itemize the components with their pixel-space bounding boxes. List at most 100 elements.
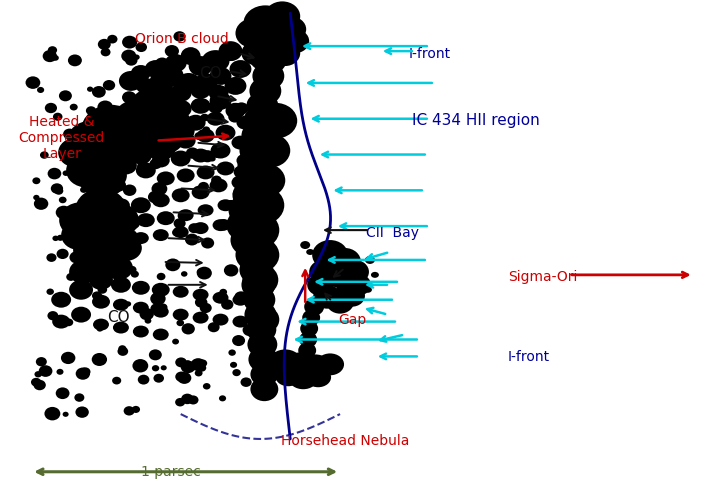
Ellipse shape [132,406,140,413]
Ellipse shape [248,346,278,372]
Ellipse shape [46,288,54,295]
Ellipse shape [210,113,224,124]
Ellipse shape [241,165,252,174]
Ellipse shape [134,112,141,118]
Ellipse shape [90,262,99,270]
Ellipse shape [178,209,193,221]
Ellipse shape [230,362,237,368]
Ellipse shape [113,120,149,150]
Ellipse shape [127,266,137,274]
Ellipse shape [225,103,245,118]
Ellipse shape [237,116,255,130]
Ellipse shape [118,345,127,352]
Ellipse shape [97,286,107,294]
Ellipse shape [193,312,208,324]
Ellipse shape [300,241,310,249]
Ellipse shape [110,178,126,192]
Ellipse shape [232,188,245,199]
Ellipse shape [237,237,279,273]
Ellipse shape [217,162,235,175]
Ellipse shape [243,6,287,41]
Ellipse shape [195,370,203,376]
Ellipse shape [172,188,190,202]
Ellipse shape [107,35,117,43]
Ellipse shape [165,45,179,57]
Ellipse shape [226,51,237,61]
Ellipse shape [208,322,220,332]
Ellipse shape [34,198,48,210]
Ellipse shape [157,172,175,185]
Ellipse shape [97,229,107,237]
Ellipse shape [250,134,290,168]
Ellipse shape [275,366,301,386]
Ellipse shape [188,56,213,76]
Ellipse shape [68,234,83,248]
Ellipse shape [36,357,47,366]
Ellipse shape [78,129,87,136]
Text: Orion B cloud: Orion B cloud [135,32,229,46]
Ellipse shape [170,84,192,102]
Ellipse shape [153,306,169,318]
Ellipse shape [122,36,137,49]
Ellipse shape [252,62,284,90]
Ellipse shape [235,102,249,115]
Ellipse shape [155,58,169,70]
Ellipse shape [98,220,134,250]
Ellipse shape [191,98,210,114]
Ellipse shape [247,244,260,254]
Ellipse shape [99,204,139,237]
Ellipse shape [92,292,102,300]
Ellipse shape [173,226,188,238]
Ellipse shape [130,231,137,236]
Ellipse shape [70,252,84,264]
Ellipse shape [74,217,118,253]
Ellipse shape [232,335,245,346]
Ellipse shape [239,66,250,76]
Ellipse shape [131,198,151,213]
Ellipse shape [197,268,205,276]
Ellipse shape [170,100,192,117]
Ellipse shape [89,270,113,290]
Ellipse shape [210,92,232,110]
Ellipse shape [245,164,285,198]
Ellipse shape [232,210,279,250]
Ellipse shape [171,150,191,166]
Ellipse shape [75,188,127,232]
Ellipse shape [245,300,277,328]
Ellipse shape [112,198,130,212]
Ellipse shape [133,96,141,102]
Ellipse shape [168,57,179,67]
Ellipse shape [133,326,149,338]
Ellipse shape [134,54,139,60]
Ellipse shape [150,74,162,85]
Text: I-front: I-front [409,46,451,60]
Ellipse shape [177,372,191,384]
Ellipse shape [253,103,297,138]
Ellipse shape [127,96,142,109]
Ellipse shape [113,298,129,310]
Ellipse shape [247,92,278,120]
Ellipse shape [173,286,188,298]
Ellipse shape [217,219,230,230]
Ellipse shape [80,186,87,193]
Ellipse shape [201,82,211,91]
Ellipse shape [86,233,126,267]
Ellipse shape [232,178,272,212]
Ellipse shape [200,303,212,313]
Ellipse shape [66,273,75,281]
Ellipse shape [242,270,275,300]
Ellipse shape [326,290,354,314]
Ellipse shape [235,18,272,48]
Ellipse shape [118,214,134,226]
Ellipse shape [83,250,119,280]
Ellipse shape [107,227,114,232]
Ellipse shape [86,106,96,115]
Ellipse shape [166,258,181,271]
Ellipse shape [218,200,233,211]
Ellipse shape [80,368,90,376]
Ellipse shape [152,154,170,168]
Ellipse shape [240,378,252,387]
Ellipse shape [371,272,379,278]
Ellipse shape [198,182,209,191]
Ellipse shape [58,138,94,168]
